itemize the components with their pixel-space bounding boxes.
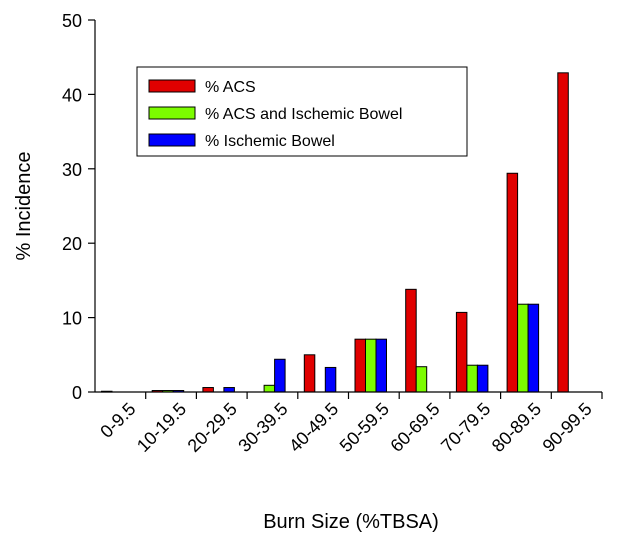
bar-ischemic-bowel	[324, 366, 337, 393]
bar-acs	[303, 354, 316, 393]
bar-ischemic-bowel	[527, 303, 540, 393]
bar-ischemic-bowel	[274, 358, 286, 393]
bars-group	[101, 72, 569, 393]
y-ticks-group: 0 10 20 30 40 50	[62, 11, 95, 403]
bar-ischemic-bowel	[223, 387, 235, 393]
x-tick-label: 20-29.5	[184, 399, 241, 456]
bar-acs-and-ischemic-bowel	[365, 338, 377, 393]
x-tick-label: 60-69.5	[386, 399, 443, 456]
bar-acs-and-ischemic-bowel	[415, 366, 428, 393]
x-tick-label: 0-9.5	[96, 399, 139, 442]
y-tick-label: 20	[62, 234, 82, 254]
legend-swatch	[148, 133, 196, 147]
x-tick-label: 90-99.5	[539, 399, 596, 456]
bar-acs	[557, 72, 569, 393]
bar-acs	[354, 338, 366, 393]
legend-swatch	[148, 106, 196, 120]
legend-label: % ACS	[205, 79, 256, 96]
bar-acs	[455, 311, 468, 393]
x-axis-title: Burn Size (%TBSA)	[263, 511, 439, 533]
bar-acs	[506, 172, 519, 393]
y-tick-label: 30	[62, 160, 82, 180]
y-tick-label: 40	[62, 85, 82, 105]
y-tick-label: 10	[62, 309, 82, 329]
bar-acs-and-ischemic-bowel	[466, 364, 478, 393]
legend: % ACS % ACS and Ischemic Bowel % Ischemic …	[136, 66, 468, 157]
x-tick-label: 30-39.5	[234, 399, 291, 456]
bar-acs	[202, 387, 214, 393]
y-tick-label: 50	[62, 11, 82, 31]
x-tick-label: 10-19.5	[133, 399, 190, 456]
legend-label: % Ischemic Bowel	[205, 133, 335, 150]
y-axis-title: % Incidence	[13, 152, 35, 261]
bar-ischemic-bowel	[375, 338, 387, 393]
x-tick-label: 70-79.5	[437, 399, 494, 456]
legend-label: % ACS and Ischemic Bowel	[205, 106, 402, 123]
bar-acs	[405, 288, 417, 393]
bar-acs-and-ischemic-bowel	[517, 303, 529, 393]
bar-ischemic-bowel	[476, 364, 489, 393]
x-tick-label: 50-59.5	[336, 399, 393, 456]
x-tick-label: 80-89.5	[488, 399, 545, 456]
legend-swatch	[148, 79, 196, 93]
x-tick-label: 40-49.5	[285, 399, 342, 456]
x-ticks-group: 0-9.510-19.520-29.530-39.540-49.550-59.5…	[96, 392, 603, 456]
y-tick-label: 0	[72, 383, 82, 403]
bar-acs-and-ischemic-bowel	[263, 384, 276, 393]
